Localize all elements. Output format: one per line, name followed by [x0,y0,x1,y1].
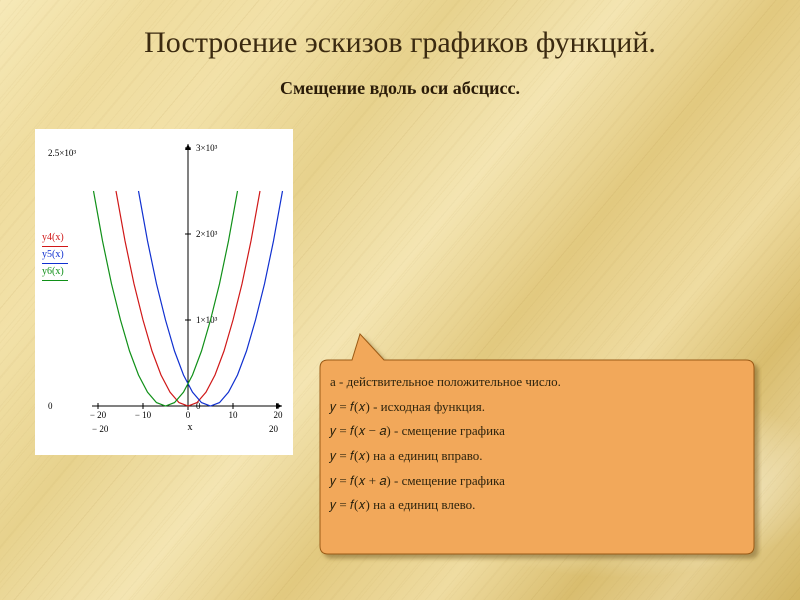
legend-item-y6: y6(x) [42,264,68,281]
chart-legend: y4(x) y5(x) y6(x) [42,230,68,281]
svg-text:− 20: − 20 [90,410,107,420]
svg-text:1×10³: 1×10³ [196,315,218,325]
page-subtitle: Смещение вдоль оси абсцисс. [0,78,800,99]
callout-line: 𝑦 = 𝑓(𝑥) на a единиц вправо. [330,444,738,469]
svg-text:20: 20 [274,410,284,420]
legend-item-y5: y5(x) [42,247,68,264]
callout-text: a - действительное положительное число. … [330,370,738,518]
callout-line: a - действительное положительное число. [330,370,738,395]
svg-text:20: 20 [269,424,279,434]
svg-text:− 10: − 10 [135,410,152,420]
callout: a - действительное положительное число. … [300,330,762,564]
callout-line: 𝑦 = 𝑓(𝑥 + 𝑎) - смещение графика [330,469,738,494]
svg-text:0: 0 [186,410,191,420]
svg-text:3×10³: 3×10³ [196,143,218,153]
svg-text:0: 0 [48,401,53,411]
legend-item-y4: y4(x) [42,230,68,247]
function-line-chart: 01×10³2×10³3×10³− 20− 1001020x2.5×10³0− … [42,136,286,436]
page-title: Построение эскизов графиков функций. [0,26,800,60]
svg-text:− 20: − 20 [92,424,109,434]
svg-text:2×10³: 2×10³ [196,229,218,239]
chart-panel: 01×10³2×10³3×10³− 20− 1001020x2.5×10³0− … [36,130,292,454]
callout-line: 𝑦 = 𝑓(𝑥 − 𝑎) - смещение графика [330,419,738,444]
slide: Построение эскизов графиков функций. Сме… [0,0,800,600]
svg-text:2.5×10³: 2.5×10³ [48,148,76,158]
svg-text:10: 10 [229,410,239,420]
callout-line: 𝑦 = 𝑓(𝑥) - исходная функция. [330,395,738,420]
svg-text:x: x [188,422,193,433]
callout-line: 𝑦 = 𝑓(𝑥) на a единиц влево. [330,493,738,518]
